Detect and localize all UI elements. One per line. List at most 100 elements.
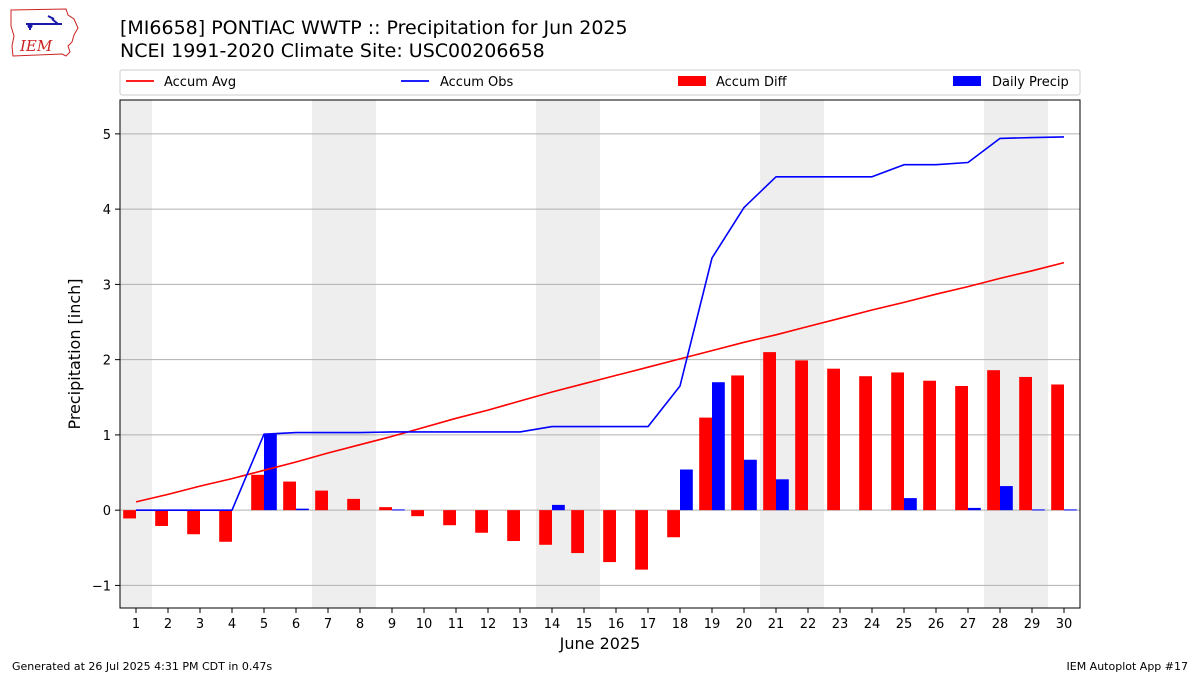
bar-daily-precip-day-21 xyxy=(776,479,789,511)
x-tick-label: 20 xyxy=(736,617,753,632)
station-dot-icon xyxy=(27,23,33,29)
bar-accum-diff-day-27 xyxy=(955,385,968,511)
x-axis-label: June 2025 xyxy=(559,634,641,653)
bar-accum-diff-day-10 xyxy=(411,510,424,517)
bar-accum-diff-day-23 xyxy=(827,368,840,511)
line-accum-avg xyxy=(135,261,1065,503)
x-tick-label: 16 xyxy=(608,617,625,632)
bar-daily-precip-day-14 xyxy=(552,504,565,511)
bar-accum-diff-day-16 xyxy=(603,510,616,563)
x-tick-label: 10 xyxy=(416,617,433,632)
x-tick-label: 30 xyxy=(1056,617,1073,632)
accum-lines xyxy=(135,136,1065,512)
x-tick-label: 21 xyxy=(768,617,785,632)
bar-accum-diff-day-12 xyxy=(475,510,488,533)
legend-label-daily-precip: Daily Precip xyxy=(992,75,1069,90)
bar-accum-diff-day-4 xyxy=(219,510,232,542)
x-tick-label: 26 xyxy=(928,617,945,632)
bar-daily-precip-day-30 xyxy=(1064,509,1077,511)
y-tick-label: −1 xyxy=(92,579,111,594)
x-tick-label: 4 xyxy=(228,617,236,632)
bar-daily-precip-day-19 xyxy=(712,382,725,511)
weekend-shade-day-28 xyxy=(984,100,1016,608)
x-tick-label: 19 xyxy=(704,617,721,632)
legend-swatch-daily-precip xyxy=(953,76,981,86)
logo-text: IEM xyxy=(19,37,53,55)
x-tick-label: 18 xyxy=(672,617,689,632)
weekend-shade-day-22 xyxy=(792,100,824,608)
y-tick-label: 2 xyxy=(103,354,111,369)
y-axis-ticks: −1 0 1 2 3 4 5 xyxy=(92,128,120,594)
y-tick-label: 5 xyxy=(103,128,111,143)
x-tick-label: 14 xyxy=(544,617,561,632)
y-gridlines xyxy=(120,133,1080,586)
app-credit: IEM Autoplot App #17 xyxy=(1066,660,1189,673)
bar-accum-diff-day-18 xyxy=(667,510,680,538)
bar-accum-diff-day-17 xyxy=(635,510,648,570)
x-tick-label: 7 xyxy=(324,617,332,632)
legend-label-accum-avg: Accum Avg xyxy=(164,75,236,90)
bar-accum-diff-day-21 xyxy=(763,352,776,511)
bar-daily-precip-day-18 xyxy=(680,469,693,511)
bar-accum-diff-day-26 xyxy=(923,380,936,511)
chart-subtitle: NCEI 1991-2020 Climate Site: USC00206658 xyxy=(120,40,545,62)
line-accum-obs xyxy=(136,136,1065,512)
x-tick-label: 12 xyxy=(480,617,497,632)
bar-accum-diff-day-7 xyxy=(315,490,328,511)
y-tick-label: 4 xyxy=(103,203,111,218)
bar-daily-precip-day-9 xyxy=(392,509,405,511)
y-tick-label: 1 xyxy=(103,429,111,444)
bar-accum-diff-day-6 xyxy=(283,481,296,511)
bar-accum-diff-day-20 xyxy=(731,375,744,511)
bar-daily-precip-day-5 xyxy=(264,434,277,511)
bar-daily-precip-day-25 xyxy=(904,498,917,511)
x-tick-label: 8 xyxy=(356,617,364,632)
legend-box xyxy=(119,69,1081,96)
x-tick-label: 5 xyxy=(260,617,268,632)
bar-accum-diff-day-1 xyxy=(123,510,136,519)
x-tick-label: 11 xyxy=(448,617,465,632)
chart-title: [MI6658] PONTIAC WWTP :: Precipitation f… xyxy=(120,17,628,39)
bars xyxy=(123,352,1077,570)
bar-accum-diff-day-24 xyxy=(859,376,872,511)
x-tick-label: 25 xyxy=(896,617,913,632)
iowa-state-outline xyxy=(10,8,79,57)
bar-accum-diff-day-3 xyxy=(187,510,200,535)
bar-accum-diff-day-2 xyxy=(155,510,168,526)
x-tick-label: 6 xyxy=(292,617,300,632)
x-axis-ticks: 1 2 3 4 5 6 7 8 9 10 11 12 13 14 15 16 17 18 19 20 21 22 23 24 2… xyxy=(132,608,1072,632)
x-tick-label: 17 xyxy=(640,617,657,632)
bar-daily-precip-day-6 xyxy=(296,508,309,511)
bar-accum-diff-day-13 xyxy=(507,510,520,542)
bar-accum-diff-day-29 xyxy=(1019,376,1032,511)
x-tick-label: 29 xyxy=(1024,617,1041,632)
bar-accum-diff-day-5 xyxy=(251,474,264,511)
generated-timestamp: Generated at 26 Jul 2025 4:31 PM CDT in … xyxy=(12,660,273,673)
bar-accum-diff-day-14 xyxy=(539,510,552,545)
weekend-shade-day-7 xyxy=(312,100,344,608)
bar-daily-precip-day-20 xyxy=(744,459,757,511)
weekend-shade-day-8 xyxy=(344,100,376,608)
x-tick-label: 3 xyxy=(196,617,204,632)
x-tick-label: 2 xyxy=(164,617,172,632)
y-tick-label: 0 xyxy=(103,504,111,519)
bar-daily-precip-day-27 xyxy=(968,507,981,511)
x-tick-label: 23 xyxy=(832,617,849,632)
bar-accum-diff-day-9 xyxy=(379,507,392,511)
bar-accum-diff-day-30 xyxy=(1051,384,1064,511)
x-tick-label: 1 xyxy=(132,617,140,632)
x-tick-label: 13 xyxy=(512,617,529,632)
bar-accum-diff-day-28 xyxy=(987,370,1000,511)
legend-label-accum-diff: Accum Diff xyxy=(716,75,788,90)
y-axis-label: Precipitation [inch] xyxy=(65,278,84,429)
bar-accum-diff-day-15 xyxy=(571,510,584,554)
x-tick-label: 15 xyxy=(576,617,593,632)
legend-swatch-accum-diff xyxy=(678,76,706,86)
bar-accum-diff-day-25 xyxy=(891,372,904,511)
legend: Accum Avg Accum Obs Accum Diff Daily Pre… xyxy=(119,69,1081,96)
x-tick-label: 22 xyxy=(800,617,817,632)
legend-label-accum-obs: Accum Obs xyxy=(440,75,513,90)
bar-accum-diff-day-19 xyxy=(699,417,712,511)
x-tick-label: 27 xyxy=(960,617,977,632)
